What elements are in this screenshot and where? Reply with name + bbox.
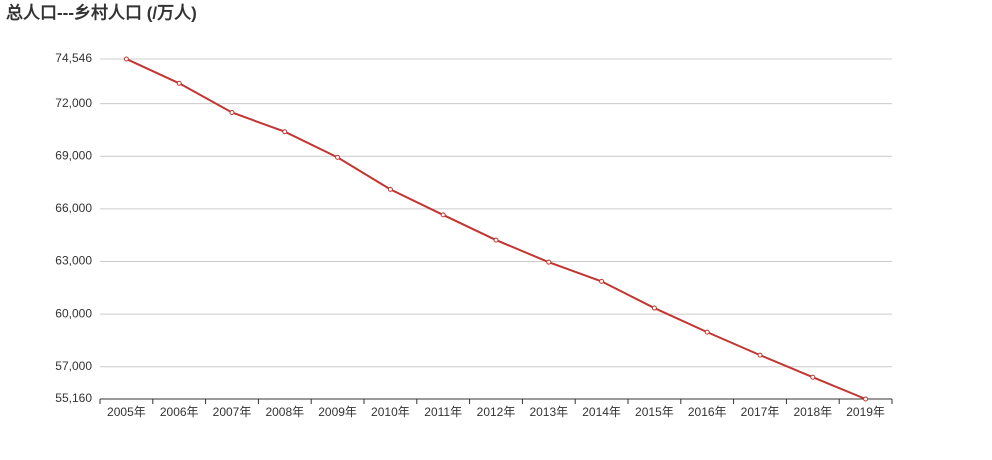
x-tick-label: 2014年 bbox=[582, 405, 621, 419]
x-tick-label: 2018年 bbox=[793, 405, 832, 419]
point bbox=[599, 278, 605, 284]
x-tick-label: 2010年 bbox=[371, 405, 410, 419]
point bbox=[546, 259, 552, 265]
y-tick-label: 69,000 bbox=[55, 148, 92, 162]
point bbox=[757, 352, 763, 358]
point bbox=[810, 374, 816, 380]
x-tick-label: 2008年 bbox=[265, 405, 304, 419]
y-tick-label: 74,546 bbox=[55, 51, 92, 65]
y-tick-label: 57,000 bbox=[55, 359, 92, 373]
point bbox=[863, 396, 869, 402]
x-tick-label: 2016年 bbox=[688, 405, 727, 419]
point bbox=[440, 212, 446, 218]
point bbox=[387, 186, 393, 192]
y-tick-label: 72,000 bbox=[55, 96, 92, 110]
x-tick-label: 2009年 bbox=[318, 405, 357, 419]
point bbox=[282, 129, 288, 135]
y-tick-label: 55,160 bbox=[55, 391, 92, 405]
point bbox=[651, 305, 657, 311]
y-tick-label: 60,000 bbox=[55, 306, 92, 320]
x-tick-label: 2017年 bbox=[741, 405, 780, 419]
x-tick-label: 2015年 bbox=[635, 405, 674, 419]
point bbox=[123, 56, 129, 62]
point bbox=[335, 154, 341, 160]
point bbox=[493, 237, 499, 243]
point bbox=[229, 109, 235, 115]
x-tick-label: 2013年 bbox=[529, 405, 568, 419]
x-tick-label: 2011年 bbox=[424, 405, 462, 419]
x-tick-label: 2012年 bbox=[477, 405, 516, 419]
y-tick-label: 66,000 bbox=[55, 201, 92, 215]
y-tick-label: 63,000 bbox=[55, 254, 92, 268]
x-tick-label: 2007年 bbox=[213, 405, 252, 419]
line bbox=[125, 58, 866, 400]
x-tick-label: 2005年 bbox=[107, 405, 146, 419]
x-tick-label: 2019年 bbox=[846, 405, 885, 419]
point bbox=[704, 329, 710, 335]
point bbox=[176, 80, 182, 86]
chart-title: 总人口---乡村人口 (/万人) bbox=[6, 2, 197, 22]
x-tick-label: 2006年 bbox=[160, 405, 199, 419]
